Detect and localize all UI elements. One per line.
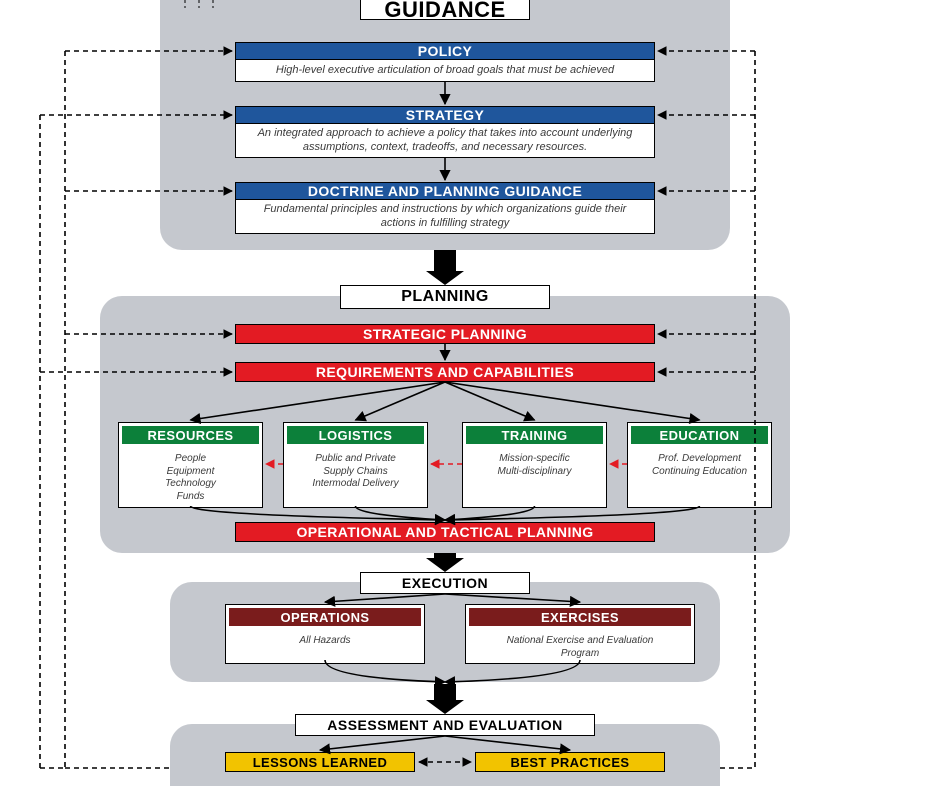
policy-desc: High-level executive articulation of bro… <box>235 60 655 82</box>
guidance-title: GUIDANCE <box>360 0 530 20</box>
operations-desc: All Hazards <box>226 629 424 663</box>
logistics-bar: LOGISTICS <box>287 426 424 444</box>
policy-bar: POLICY <box>235 42 655 60</box>
execution-title: EXECUTION <box>360 572 530 594</box>
training-bar: TRAINING <box>466 426 603 444</box>
operations-box: OPERATIONS All Hazards <box>225 604 425 664</box>
strategic-planning-bar: STRATEGIC PLANNING <box>235 324 655 344</box>
education-box: EDUCATION Prof. DevelopmentContinuing Ed… <box>627 422 772 508</box>
assessment-title: ASSESSMENT AND EVALUATION <box>295 714 595 736</box>
lessons-learned-bar: LESSONS LEARNED <box>225 752 415 772</box>
planning-title: PLANNING <box>340 285 550 309</box>
exercises-desc: National Exercise and EvaluationProgram <box>466 629 694 663</box>
logistics-box: LOGISTICS Public and PrivateSupply Chain… <box>283 422 428 508</box>
strategy-bar: STRATEGY <box>235 106 655 124</box>
education-bar: EDUCATION <box>631 426 768 444</box>
operations-bar: OPERATIONS <box>229 608 421 626</box>
req-cap-bar: REQUIREMENTS AND CAPABILITIES <box>235 362 655 382</box>
education-desc: Prof. DevelopmentContinuing Education <box>628 447 771 507</box>
resources-bar: RESOURCES <box>122 426 259 444</box>
resources-desc: PeopleEquipmentTechnologyFunds <box>119 447 262 507</box>
training-box: TRAINING Mission-specificMulti-disciplin… <box>462 422 607 508</box>
resources-box: RESOURCES PeopleEquipmentTechnologyFunds <box>118 422 263 508</box>
exercises-box: EXERCISES National Exercise and Evaluati… <box>465 604 695 664</box>
training-desc: Mission-specificMulti-disciplinary <box>463 447 606 507</box>
exercises-bar: EXERCISES <box>469 608 691 626</box>
best-practices-bar: BEST PRACTICES <box>475 752 665 772</box>
doctrine-desc: Fundamental principles and instructions … <box>235 200 655 234</box>
op-tac-bar: OPERATIONAL AND TACTICAL PLANNING <box>235 522 655 542</box>
doctrine-bar: DOCTRINE AND PLANNING GUIDANCE <box>235 182 655 200</box>
logistics-desc: Public and PrivateSupply ChainsIntermoda… <box>284 447 427 507</box>
strategy-desc: An integrated approach to achieve a poli… <box>235 124 655 158</box>
